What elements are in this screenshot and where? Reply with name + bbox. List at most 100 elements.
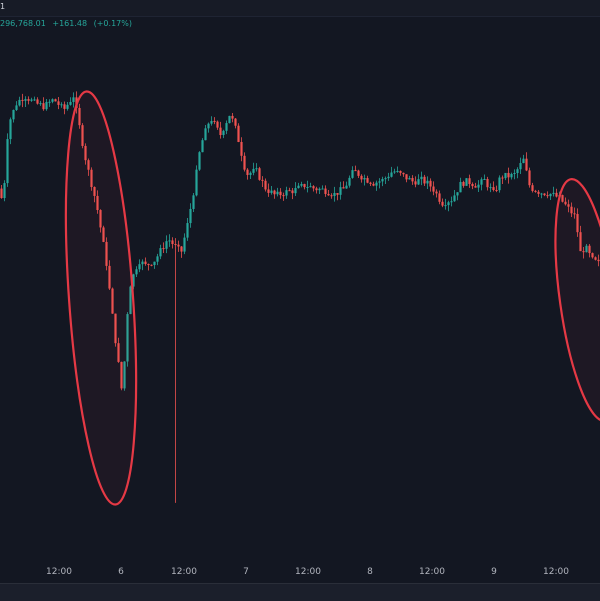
candle-body [78,107,81,126]
candle-body [264,180,267,190]
candle-body [237,125,240,142]
candle-body [597,259,600,262]
candle-body [63,104,66,109]
ohlc-legend: 296,768.01 +161.48 (+0.17%) [0,19,136,28]
candle-body [447,202,450,206]
candle-body [129,286,132,315]
candle-body [123,361,126,389]
candle-body [399,170,402,173]
candle-body [516,169,519,174]
candle-body [84,145,87,161]
candle-body [72,97,75,102]
candle-body [363,178,366,180]
candle-body [312,186,315,189]
candle-body [309,186,312,188]
candle-body [438,193,441,202]
candle-body [120,361,123,389]
candle-body [492,187,495,190]
candle-body [477,184,480,188]
candle-body [69,101,72,105]
candle-body [582,251,585,253]
candle-body [468,178,471,185]
candle-body [348,177,351,186]
candle-body [39,103,42,105]
candle-body [102,227,105,242]
candle-body [393,171,396,173]
candle-body [534,190,537,192]
candle-body [51,99,54,102]
change-percent: (+0.17%) [93,19,132,28]
candle-body [459,181,462,193]
candle-body [183,237,186,252]
candle-body [342,187,345,189]
candle-body [333,192,336,196]
candle-body [132,274,135,287]
change-value: +161.48 [52,19,88,28]
x-tick-label: 12:00 [171,567,197,577]
candle-body [105,241,108,266]
top-toolbar: 1 [0,0,600,17]
candle-body [432,186,435,192]
candle-body [402,172,405,175]
candle-body [540,193,543,195]
candle-body [180,246,183,252]
close-value: 296,768.01 [0,19,46,28]
x-tick-label: 12:00 [46,567,72,577]
candle-body [519,163,522,170]
candle-body [30,99,33,101]
candle-body [48,101,51,103]
candle-body [81,125,84,146]
candle-body [483,179,486,181]
candle-body [576,213,579,233]
candle-body [408,177,411,180]
candle-body [291,190,294,194]
candle-body [258,168,261,180]
candle-body [276,191,279,195]
candle-body [150,264,153,266]
candle-body [546,195,549,197]
x-tick-label: 12:00 [295,567,321,577]
candle-body [474,186,477,188]
candle-body [273,190,276,195]
candle-body [192,195,195,209]
candle-body [225,123,228,131]
candle-body [480,179,483,185]
candle-body [285,190,288,196]
candle-body [252,168,255,173]
candle-body [201,140,204,153]
candle-body [525,158,528,171]
x-tick-label: 7 [243,567,249,577]
candle-body [246,169,249,175]
candle-body [177,244,180,247]
candle-body [498,177,501,191]
candle-body [444,205,447,207]
candle-body [591,253,594,258]
candle-body [99,210,102,228]
candle-body [579,232,582,252]
candle-body [336,192,339,195]
candle-body [144,261,147,265]
candle-body [561,195,564,202]
candle-body [210,120,213,124]
candle-body [186,223,189,238]
candle-body [255,168,258,170]
candle-body [354,170,357,172]
candle-body [216,121,219,128]
candle-body [486,179,489,188]
candle-body [369,182,372,184]
candle-body [303,184,306,188]
candle-body [198,152,201,170]
candle-body [87,160,90,170]
candle-body [543,193,546,196]
candle-body [522,158,525,164]
candle-body [207,123,210,129]
highlight-annotations [64,90,600,506]
x-tick-label: 6 [118,567,124,577]
candle-body [297,185,300,189]
candle-body [300,184,303,186]
candle-body [45,101,48,110]
candle-body [414,181,417,185]
candle-body [135,269,138,275]
candle-body [372,183,375,186]
